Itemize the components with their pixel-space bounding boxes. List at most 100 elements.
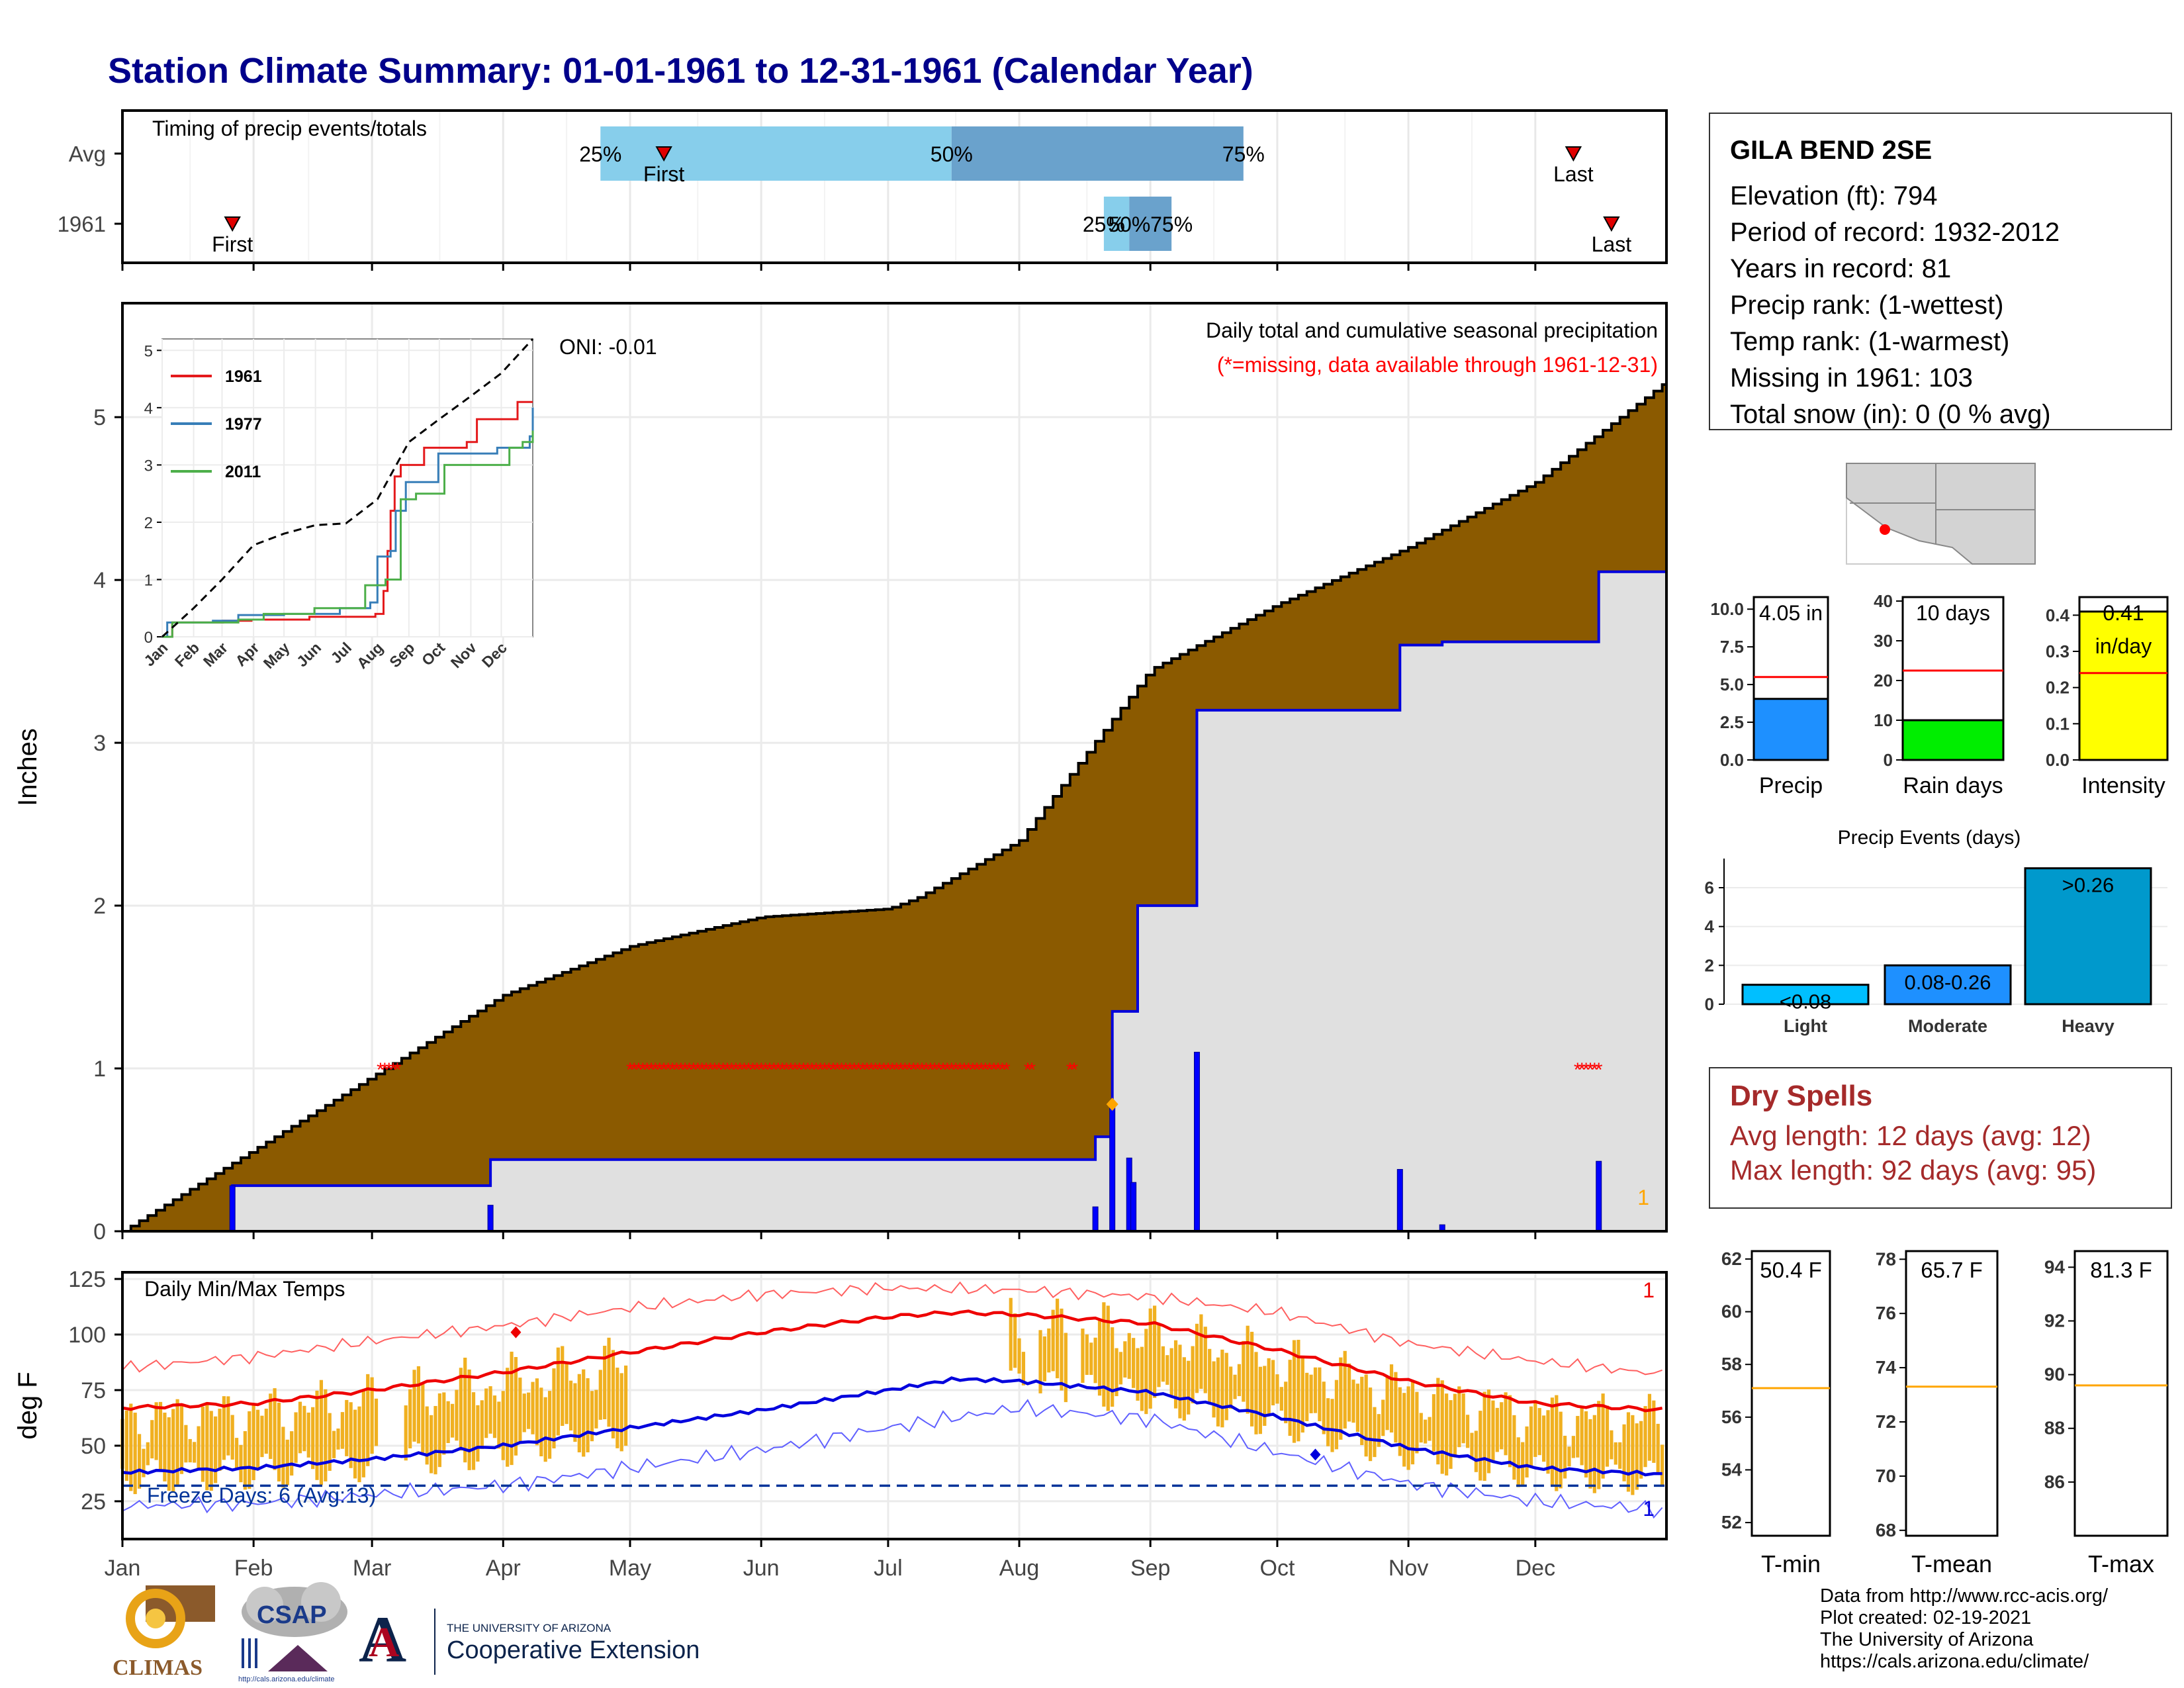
missing-day-marker: *	[999, 1059, 1007, 1081]
daily-temp-range-bar	[1127, 1333, 1131, 1379]
station-years: Years in record: 81	[1730, 254, 1952, 283]
temp-y-tick-label: 50	[81, 1434, 106, 1459]
daily-temp-range-bar	[1250, 1331, 1254, 1427]
temp-stat-value: 81.3 F	[2090, 1258, 2152, 1282]
temp-stat-label: T-max	[2088, 1550, 2154, 1577]
daily-temp-range-bar	[1085, 1334, 1089, 1376]
timing-row-label: 1961	[58, 212, 106, 236]
daily-temp-range-bar	[248, 1411, 251, 1489]
daily-temp-range-bar	[1567, 1446, 1571, 1467]
daily-temp-range-bar	[1576, 1416, 1580, 1458]
temp-stat-y-tick-label: 92	[2044, 1310, 2065, 1331]
missing-day-marker: *	[1595, 1059, 1603, 1081]
timing-p50-label: 50%	[1108, 212, 1150, 236]
timing-first-marker	[655, 146, 672, 162]
daily-temp-range-bar	[1305, 1372, 1309, 1421]
daily-temp-range-bar	[1445, 1393, 1449, 1476]
temp-stat-y-tick-label: 76	[1876, 1303, 1896, 1323]
month-tick-label: Jun	[743, 1556, 780, 1581]
daily-temp-range-bar	[167, 1417, 171, 1491]
daily-temp-range-bar	[522, 1393, 526, 1432]
daily-temp-range-bar	[1111, 1327, 1115, 1407]
temp-stat-y-tick-label: 56	[1721, 1407, 1742, 1427]
daily-temp-range-bar	[269, 1393, 273, 1459]
daily-temp-range-bar	[1347, 1363, 1351, 1422]
csap-logo-url: http://cals.arizona.edu/climate	[238, 1675, 335, 1683]
missing-day-marker: *	[880, 1059, 888, 1081]
avg-min-temp-line	[122, 1376, 1662, 1477]
daily-temp-range-bar	[1021, 1352, 1026, 1385]
stat-y-tick-label: 0.1	[2046, 714, 2070, 733]
missing-day-marker: *	[1586, 1059, 1594, 1081]
month-tick-label: Jul	[874, 1556, 902, 1581]
daily-temp-range-bar	[1537, 1408, 1541, 1456]
daily-temp-range-bar	[421, 1383, 425, 1453]
daily-temp-range-bar	[163, 1413, 167, 1481]
daily-temp-range-bar	[264, 1409, 268, 1454]
missing-day-marker: *	[901, 1059, 909, 1081]
daily-temp-range-bar	[1661, 1444, 1664, 1485]
daily-temp-range-bar	[357, 1406, 361, 1483]
events-chart-title: Precip Events (days)	[1838, 827, 2021, 849]
daily-temp-range-bar	[1106, 1305, 1110, 1411]
missing-day-marker: *	[981, 1059, 989, 1081]
precip-panel-heading: Daily total and cumulative seasonal prec…	[1206, 318, 1658, 342]
month-tick-label: May	[609, 1556, 651, 1581]
missing-day-marker: *	[626, 1059, 634, 1081]
events-category-label: Light	[1784, 1016, 1827, 1036]
stat-value-unit: in/day	[2095, 634, 2152, 658]
missing-day-marker: *	[923, 1059, 931, 1081]
ua-block-a: A	[359, 1603, 406, 1676]
missing-day-marker: *	[952, 1059, 960, 1081]
missing-day-marker: *	[905, 1059, 913, 1081]
daily-temp-range-bar	[1212, 1361, 1216, 1418]
temp-y-tick-label: 100	[68, 1323, 106, 1348]
daily-temp-range-bar	[1559, 1411, 1563, 1489]
missing-day-marker: *	[893, 1059, 901, 1081]
precip-y-tick-label: 4	[93, 568, 106, 593]
record-min-temp-line	[122, 1399, 1663, 1519]
stat-y-tick-label: 10.0	[1710, 599, 1744, 619]
daily-temp-range-bar	[197, 1426, 201, 1470]
inset-series-line	[162, 430, 534, 638]
events-category-label: Moderate	[1908, 1016, 1987, 1036]
stat-y-tick-label: 10	[1874, 710, 1893, 730]
events-y-tick-label: 6	[1705, 878, 1714, 898]
daily-temp-range-bar	[543, 1397, 547, 1462]
daily-temp-range-bar	[1555, 1395, 1559, 1491]
missing-day-marker: *	[389, 1059, 397, 1081]
station-info-box: GILA BEND 2SE Elevation (ft): 794 Period…	[1709, 113, 2172, 430]
daily-temp-range-bar	[488, 1386, 492, 1434]
daily-temp-range-bar	[561, 1346, 565, 1427]
daily-temp-range-bar	[142, 1448, 146, 1477]
temp-stat-y-tick-label: 94	[2044, 1256, 2066, 1277]
stat-y-tick-label: 0.2	[2046, 678, 2070, 698]
station-precip-rank: Precip rank: (1-wettest)	[1730, 291, 2004, 320]
daily-temp-range-bar	[408, 1389, 412, 1448]
daily-temp-range-bar	[1123, 1341, 1127, 1378]
daily-temp-range-bar	[281, 1427, 285, 1488]
stat-y-tick-label: 0.0	[2046, 750, 2070, 770]
daily-temp-range-bar	[1571, 1436, 1575, 1458]
daily-temp-range-bar	[277, 1402, 281, 1481]
missing-day-marker: *	[796, 1059, 803, 1081]
daily-temp-range-bar	[1436, 1378, 1440, 1465]
missing-day-marker: *	[850, 1059, 858, 1081]
daily-temp-range-bar	[1622, 1424, 1626, 1481]
month-tick-label: Oct	[1260, 1556, 1295, 1581]
missing-day-marker: *	[681, 1059, 689, 1081]
daily-temp-range-bar	[577, 1374, 581, 1453]
missing-day-marker: *	[791, 1059, 799, 1081]
daily-temp-range-bar	[1474, 1430, 1478, 1472]
inset-y-tick-label: 0	[144, 629, 153, 647]
daily-temp-range-bar	[294, 1412, 298, 1463]
daily-temp-range-bar	[1288, 1360, 1292, 1436]
month-tick-label: Aug	[999, 1556, 1040, 1581]
daily-temp-range-bar	[1152, 1305, 1157, 1398]
daily-temp-range-bar	[1216, 1357, 1220, 1427]
daily-temp-range-bar	[1161, 1346, 1165, 1382]
temp-stat-label: T-mean	[1911, 1550, 1992, 1577]
daily-temp-range-bar	[535, 1378, 539, 1446]
missing-day-marker: *	[868, 1059, 876, 1081]
missing-day-marker: *	[909, 1059, 917, 1081]
